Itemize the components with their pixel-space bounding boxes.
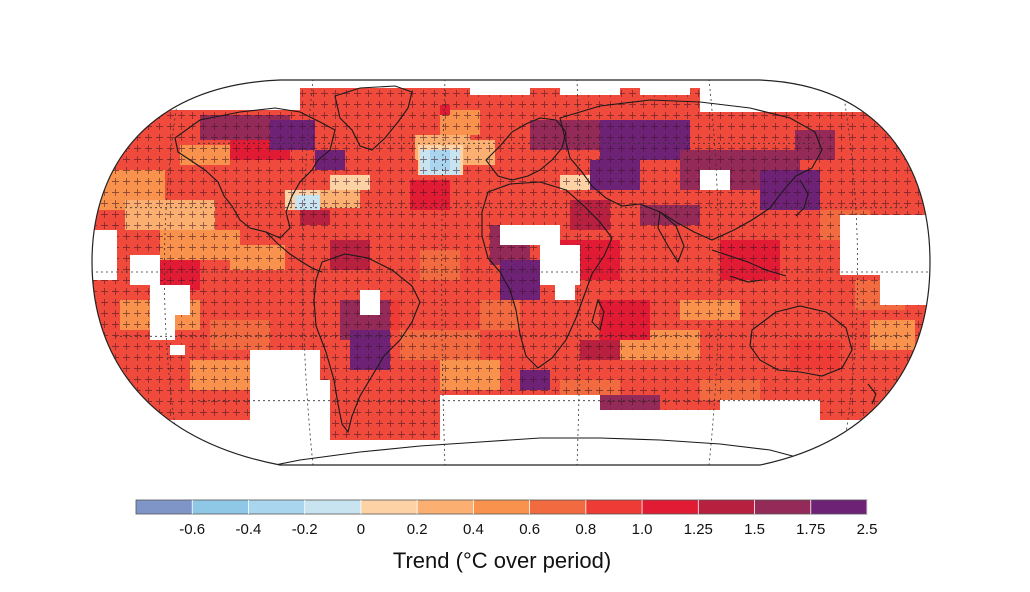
coastline-africa [481,181,613,369]
coastline-north-america [174,107,336,239]
colorbar-bin [192,500,249,514]
colorbar-bin [360,500,418,514]
coastlines [174,85,877,465]
missing-data-cell [92,80,300,110]
missing-data-cell [700,80,930,112]
colorbar-tick-label: 2.5 [857,521,878,538]
coastline-asia [559,99,823,241]
missing-data-cell [170,345,185,355]
missing-data-cell [640,80,690,95]
missing-data-cell [150,315,175,340]
coastline-japan [795,179,809,217]
missing-data-cell [470,80,530,95]
missing-data-cell [92,420,280,465]
colorbar-legend: -0.6 -0.4 -0.2 0 0.2 0.4 0.6 0.8 1.0 1.25 1.5 1.75 2… [135,499,878,573]
missing-data-cell [840,215,930,275]
colorbar-tick-label: 0.6 [519,521,540,538]
coastline-southeast-asia [711,249,787,283]
graticule-meridian [163,80,182,465]
coastline-central-america [265,231,323,273]
graticule-meridian [441,80,446,465]
colorbar-bin [417,500,474,514]
coastline-south-america [313,253,421,434]
missing-data-cell [130,255,160,285]
missing-data-cell [320,80,420,88]
colorbar-bin [585,500,643,514]
colorbar-tick-label: 1.25 [684,521,713,538]
missing-data-cell [820,420,930,465]
coastline-madagascar [591,298,605,332]
coastline-europe [485,117,567,181]
colorbar-bin [136,500,193,514]
colorbar-bin [529,500,587,514]
colorbar-tick-label: 0.2 [407,521,428,538]
coastline-new-zealand [867,383,877,405]
missing-data-cell [440,395,600,445]
legend-title: Trend (°C over period) [393,548,611,573]
coastline-antarctica [259,437,801,465]
coastline-australia [749,305,853,377]
colorbar-tick-label: 1.0 [632,521,653,538]
graticule-lines [92,80,930,465]
colorbar-bin [473,500,531,514]
missing-data-cell [560,80,620,95]
globe-outline [91,79,931,466]
colorbar-tick-label: -0.2 [292,521,318,538]
missing-data-cell [150,285,190,315]
graticule-meridian [576,80,581,465]
missing-data-cell [540,245,580,285]
colorbar-bin [754,500,812,514]
colorbar-tick-label: -0.4 [236,521,262,538]
colorbar-tick-label: 0 [357,521,365,538]
missing-data-cell [555,280,575,300]
colorbar-tick-label: -0.6 [179,521,205,538]
colorbar-tick-label: 0.8 [575,521,596,538]
colorbar-bin [304,500,362,514]
coastline-india [657,210,685,264]
missing-data-cell [500,225,560,245]
colorbar-bin [698,500,756,514]
missing-data-cell [92,230,117,280]
coastline-greenland [334,85,413,151]
graticule-meridian [302,80,314,465]
missing-data-cell [880,275,930,305]
missing-data-cell [700,170,730,190]
graticule-meridian [840,80,859,465]
globe-map [91,79,931,466]
colorbar-tick-label: 1.75 [796,521,825,538]
graticule-meridian [708,80,720,465]
colorbar-tick-label: 1.5 [744,521,765,538]
colorbar-tick-label: 0.4 [463,521,484,538]
colorbar-bin [642,500,699,514]
colorbar-bin [810,500,868,514]
missing-data-cell [360,290,380,315]
colorbar-bin [248,500,306,514]
